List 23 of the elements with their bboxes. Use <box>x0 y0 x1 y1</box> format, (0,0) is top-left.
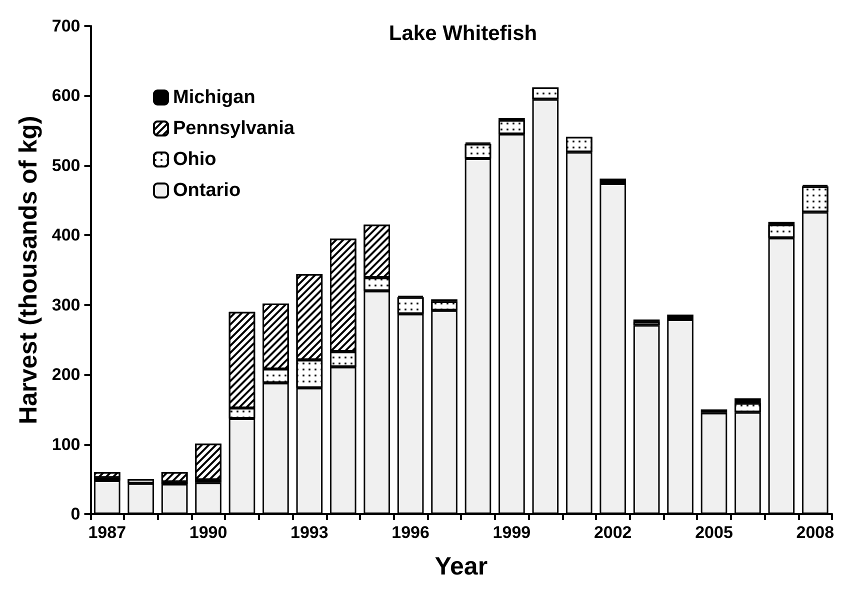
legend-label: Pennsylvania <box>173 118 295 139</box>
x-tick-label: 2005 <box>695 523 733 542</box>
y-tick-label: 0 <box>70 504 80 524</box>
chart-title: Lake Whitefish <box>388 22 538 45</box>
x-tick-label: 1987 <box>88 523 126 542</box>
x-axis-title: Year <box>434 552 488 580</box>
y-tick-label: 700 <box>52 16 80 36</box>
x-tick-label: 1993 <box>290 523 328 542</box>
y-axis-title: Harvest (thousands of kg) <box>14 116 42 424</box>
y-tick-label: 200 <box>52 365 80 384</box>
x-tick-label: 2008 <box>796 523 834 542</box>
x-tick-label: 1999 <box>492 523 531 542</box>
legend-label: Ontario <box>173 180 241 201</box>
y-tick-label: 500 <box>52 156 80 175</box>
x-tick-label: 2002 <box>594 523 632 542</box>
legend-label: Michigan <box>173 87 256 108</box>
legend-label: Ohio <box>173 149 216 170</box>
y-tick-label: 300 <box>52 295 80 314</box>
y-tick-label: 100 <box>52 434 80 454</box>
y-tick-label: 600 <box>52 86 80 106</box>
x-tick-label: 1996 <box>392 523 430 542</box>
y-tick-label: 400 <box>52 226 80 245</box>
x-tick-label: 1990 <box>189 523 228 542</box>
